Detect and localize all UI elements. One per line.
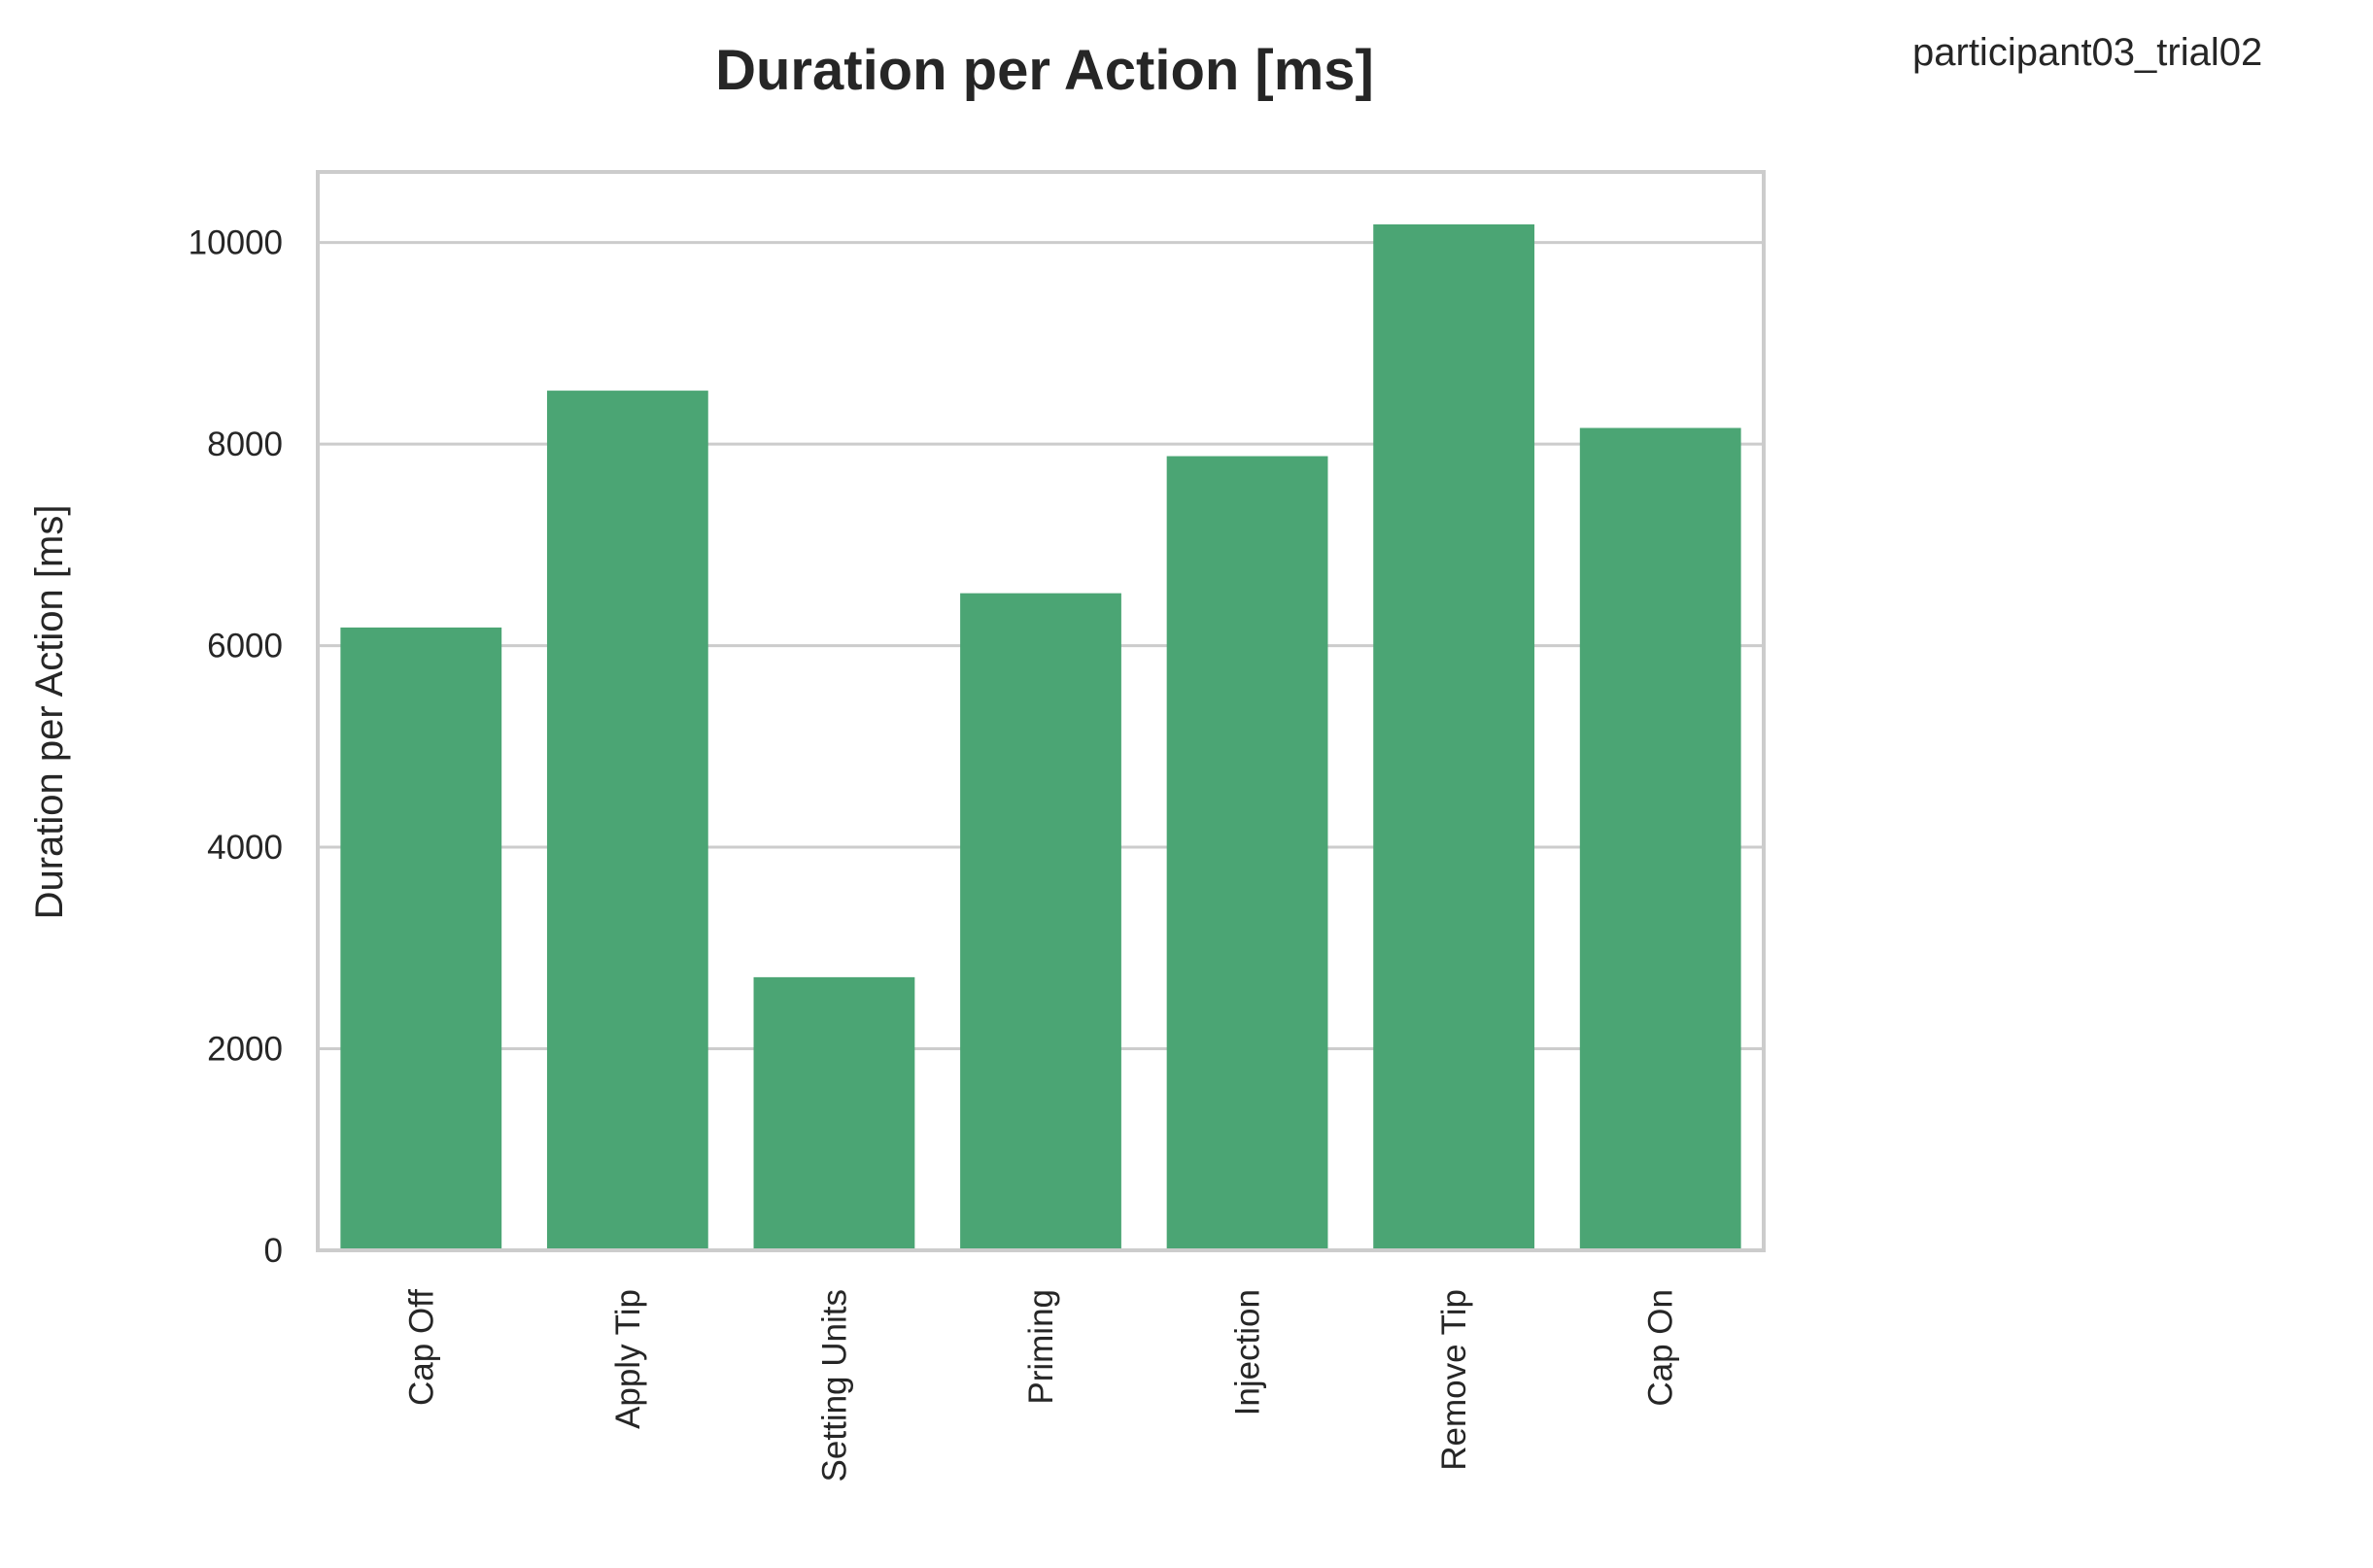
y-axis-label: Duration per Action [ms] bbox=[28, 505, 71, 920]
bar bbox=[1373, 223, 1535, 1250]
y-tick-label: 4000 bbox=[207, 829, 283, 867]
x-tick-label: Apply Tip bbox=[609, 1289, 647, 1429]
plot-frame bbox=[316, 170, 1766, 1252]
y-tick-label: 10000 bbox=[189, 224, 283, 262]
bar bbox=[340, 627, 502, 1250]
x-tick-label: Remove Tip bbox=[1435, 1289, 1473, 1471]
x-tick-label: Cap On bbox=[1642, 1289, 1680, 1407]
bar bbox=[960, 593, 1121, 1250]
x-tick-labels: Cap Off Apply Tip Setting Units Priming Inje… bbox=[402, 1289, 1679, 1483]
y-tick-label: 0 bbox=[264, 1232, 283, 1270]
chart-title: Duration per Action [ms] bbox=[715, 39, 1374, 102]
bars bbox=[340, 223, 1741, 1250]
x-tick-label: Cap Off bbox=[402, 1289, 440, 1406]
x-tick-label: Setting Units bbox=[815, 1289, 853, 1482]
y-tick-label: 8000 bbox=[207, 426, 283, 463]
trial-annotation: participant03_trial02 bbox=[1912, 31, 2262, 74]
y-tick-label: 2000 bbox=[207, 1031, 283, 1069]
bar bbox=[546, 391, 708, 1250]
bar bbox=[1579, 427, 1741, 1250]
y-tick-label: 6000 bbox=[207, 628, 283, 665]
bar bbox=[753, 976, 915, 1250]
x-tick-label: Injection bbox=[1229, 1289, 1267, 1415]
x-tick-label: Priming bbox=[1022, 1289, 1060, 1405]
y-tick-labels: 0 2000 4000 6000 8000 10000 bbox=[189, 224, 283, 1270]
bar bbox=[1166, 456, 1328, 1250]
